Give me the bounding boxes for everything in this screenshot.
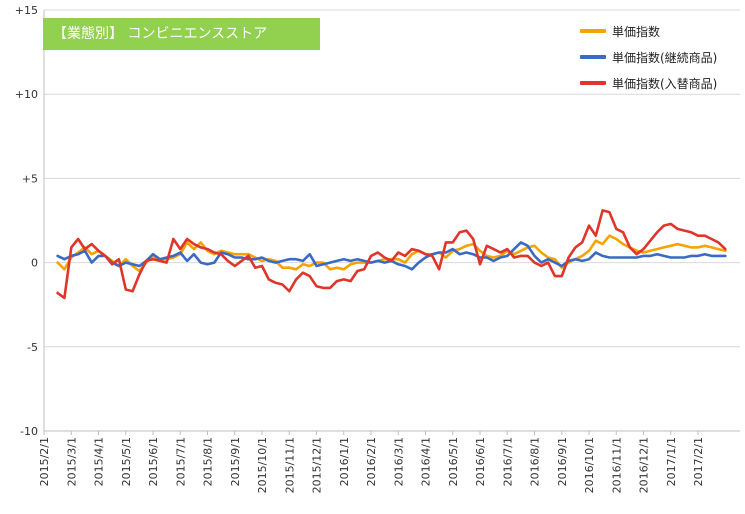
x-tick-label: 2015/7/1 bbox=[174, 437, 187, 486]
chart-title: 【業態別】 コンビニエンスストア bbox=[43, 18, 320, 50]
x-tick-label: 2016/11/1 bbox=[610, 437, 623, 493]
x-tick-label: 2017/1/1 bbox=[665, 437, 678, 486]
x-tick-label: 2016/6/1 bbox=[474, 437, 487, 486]
legend-label-replaced-products: 単価指数(入替商品) bbox=[612, 76, 718, 91]
x-tick-label: 2015/3/1 bbox=[65, 437, 78, 486]
x-tick-labels: 2015/2/1 2015/3/1 2015/4/1 2015/5/1 2015/6/1… bbox=[38, 437, 705, 493]
series-line-0 bbox=[56, 234, 727, 273]
x-tick-label: 2015/10/1 bbox=[256, 437, 269, 493]
y-tick-label: +15 bbox=[15, 4, 38, 17]
legend-swatch-replaced-products bbox=[580, 81, 606, 85]
legend-item-continuing-products: 単価指数(継続商品) bbox=[580, 44, 717, 70]
x-tick-label: 2015/11/1 bbox=[283, 437, 296, 493]
x-tick-label: 2016/7/1 bbox=[501, 437, 514, 486]
gridlines bbox=[44, 9, 740, 348]
x-tick-label: 2015/5/1 bbox=[120, 437, 133, 486]
y-tick-labels: -10 -5 0 +5 +10 +15 bbox=[15, 4, 38, 438]
legend-item-replaced-products: 単価指数(入替商品) bbox=[580, 70, 717, 96]
y-tick-label: +5 bbox=[22, 172, 38, 185]
x-tick-label: 2016/10/1 bbox=[583, 437, 596, 493]
x-tick-label: 2016/2/1 bbox=[365, 437, 378, 486]
y-tick-label: 0 bbox=[31, 257, 38, 270]
x-tick-label: 2017/2/1 bbox=[692, 437, 705, 486]
x-tick-label: 2016/1/1 bbox=[338, 437, 351, 486]
x-tick-label: 2016/3/1 bbox=[392, 437, 405, 486]
x-tick-label: 2015/2/1 bbox=[38, 437, 51, 486]
x-tick-label: 2016/8/1 bbox=[529, 437, 542, 486]
x-tick-label: 2016/4/1 bbox=[420, 437, 433, 486]
series-line-2 bbox=[56, 209, 727, 300]
axes bbox=[43, 10, 740, 435]
y-tick-label: -10 bbox=[20, 425, 38, 438]
x-tick-label: 2016/12/1 bbox=[638, 437, 651, 493]
legend-label-unit-price-index: 単価指数 bbox=[612, 24, 661, 39]
y-tick-label: +10 bbox=[15, 88, 38, 101]
legend-swatch-continuing-products bbox=[580, 55, 606, 59]
y-tick-label: -5 bbox=[27, 341, 38, 354]
x-tick-label: 2016/9/1 bbox=[556, 437, 569, 486]
x-tick-label: 2015/9/1 bbox=[229, 437, 242, 486]
legend-label-continuing-products: 単価指数(継続商品) bbox=[612, 50, 718, 65]
x-tick-label: 2015/12/1 bbox=[311, 437, 324, 493]
x-tick-label: 2016/5/1 bbox=[447, 437, 460, 486]
x-tick-label: 2015/8/1 bbox=[202, 437, 215, 486]
x-tick-label: 2015/4/1 bbox=[93, 437, 106, 486]
legend-item-unit-price-index: 単価指数 bbox=[580, 18, 717, 44]
legend: 単価指数 単価指数(継続商品) 単価指数(入替商品) bbox=[580, 18, 717, 96]
legend-swatch-unit-price-index bbox=[580, 29, 606, 33]
series-lines bbox=[56, 209, 727, 300]
x-tick-label: 2015/6/1 bbox=[147, 437, 160, 486]
